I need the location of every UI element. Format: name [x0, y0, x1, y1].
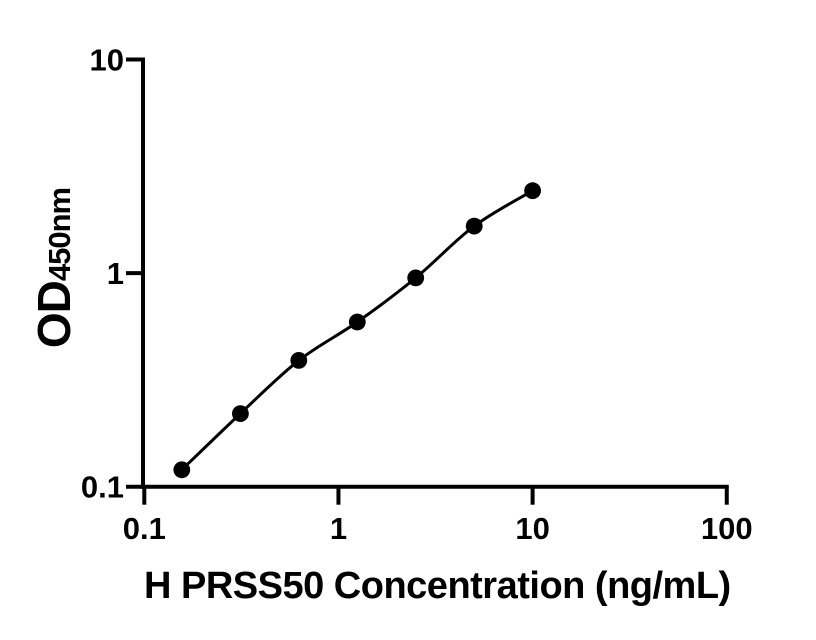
y-tick-label: 10 [90, 43, 124, 78]
y-axis-title-main: OD [28, 281, 80, 349]
y-tick-label: 0.1 [81, 470, 124, 505]
data-point-marker [407, 269, 425, 287]
x-tick-label: 100 [701, 511, 753, 546]
data-point-marker [348, 313, 366, 331]
data-point-marker [524, 182, 541, 200]
y-axis-title-sub: 450nm [42, 187, 77, 282]
data-point-marker [232, 405, 249, 422]
x-tick-label: 10 [515, 511, 549, 546]
y-axis-title: OD450nm [28, 187, 80, 349]
x-tick-label: 0.1 [123, 511, 166, 546]
data-point-marker [173, 461, 191, 479]
x-axis-title: H PRSS50 Concentration (ng/mL) [144, 565, 731, 607]
data-point-marker [465, 217, 483, 235]
y-tick-label: 1 [107, 256, 124, 291]
x-tick-label: 1 [330, 511, 347, 546]
data-point-marker [290, 352, 308, 369]
